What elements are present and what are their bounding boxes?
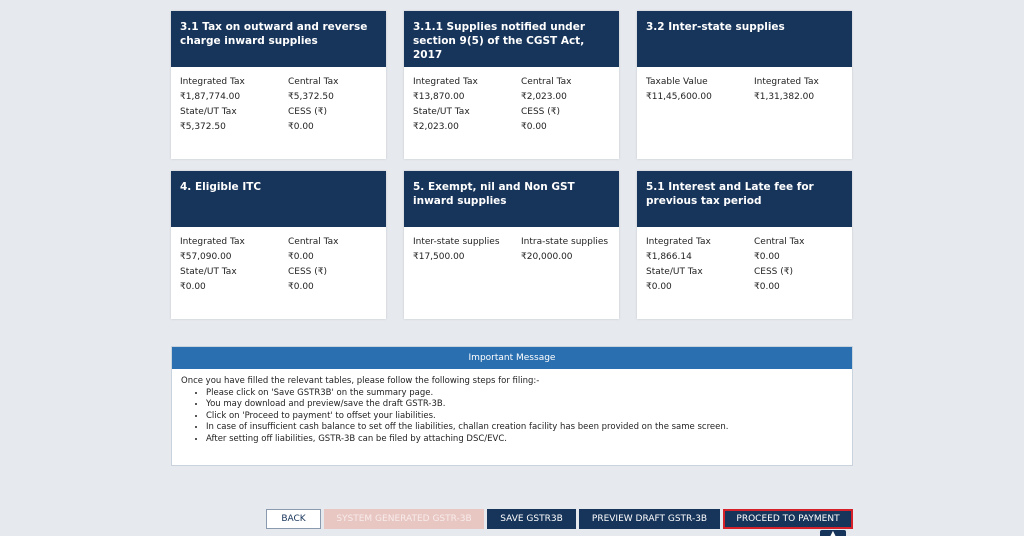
label-integrated-tax: Integrated Tax — [180, 237, 245, 247]
label-cess: CESS (₹) — [288, 107, 328, 117]
card-interest-late-fee: 5.1 Interest and Late fee for previous t… — [637, 171, 852, 319]
label-central-tax: Central Tax — [521, 77, 572, 87]
label-cess: CESS (₹) — [521, 107, 561, 117]
label-state-ut-tax: State/UT Tax — [413, 107, 470, 117]
label-taxable-value: Taxable Value — [646, 77, 708, 87]
filing-step: In case of insufficient cash balance to … — [206, 422, 843, 434]
value-central-tax: ₹0.00 — [288, 252, 314, 262]
value-central-tax: ₹0.00 — [754, 252, 780, 262]
card-body: Integrated Tax Central Tax ₹13,870.00 ₹2… — [404, 67, 619, 159]
card-exempt-nil-non-gst: 5. Exempt, nil and Non GST inward suppli… — [404, 171, 619, 319]
value-inter-state-supplies: ₹17,500.00 — [413, 252, 465, 262]
label-integrated-tax: Integrated Tax — [646, 237, 711, 247]
chevron-up-icon[interactable]: ▲ — [820, 530, 846, 536]
label-state-ut-tax: State/UT Tax — [180, 267, 237, 277]
card-eligible-itc: 4. Eligible ITC Integrated Tax Central T… — [171, 171, 386, 319]
filing-step: After setting off liabilities, GSTR-3B c… — [206, 434, 843, 446]
label-inter-state-supplies: Inter-state supplies — [413, 237, 500, 247]
card-title: 5.1 Interest and Late fee for previous t… — [637, 171, 852, 227]
important-message-body: Once you have filled the relevant tables… — [172, 369, 852, 445]
label-integrated-tax: Integrated Tax — [754, 77, 819, 87]
label-central-tax: Central Tax — [288, 77, 339, 87]
value-intra-state-supplies: ₹20,000.00 — [521, 252, 573, 262]
value-cess: ₹0.00 — [288, 122, 314, 132]
card-title: 3.1.1 Supplies notified under section 9(… — [404, 11, 619, 67]
value-cess: ₹0.00 — [288, 282, 314, 292]
card-tax-outward: 3.1 Tax on outward and reverse charge in… — [171, 11, 386, 159]
filing-steps-list: Please click on 'Save GSTR3B' on the sum… — [181, 388, 843, 446]
card-title: 3.2 Inter-state supplies — [637, 11, 852, 67]
value-integrated-tax: ₹1,866.14 — [646, 252, 692, 262]
value-integrated-tax: ₹1,31,382.00 — [754, 92, 815, 102]
important-message-header: Important Message — [172, 347, 852, 369]
label-integrated-tax: Integrated Tax — [413, 77, 478, 87]
card-supplies-9-5: 3.1.1 Supplies notified under section 9(… — [404, 11, 619, 159]
value-integrated-tax: ₹13,870.00 — [413, 92, 465, 102]
filing-step: You may download and preview/save the dr… — [206, 399, 843, 411]
card-title: 3.1 Tax on outward and reverse charge in… — [171, 11, 386, 67]
card-body: Taxable Value Integrated Tax ₹11,45,600.… — [637, 67, 852, 159]
filing-step: Please click on 'Save GSTR3B' on the sum… — [206, 388, 843, 400]
value-state-ut-tax: ₹0.00 — [646, 282, 672, 292]
label-state-ut-tax: State/UT Tax — [180, 107, 237, 117]
card-body: Integrated Tax Central Tax ₹1,87,774.00 … — [171, 67, 386, 159]
value-central-tax: ₹2,023.00 — [521, 92, 567, 102]
value-state-ut-tax: ₹0.00 — [180, 282, 206, 292]
important-message-panel: Important Message Once you have filled t… — [171, 346, 853, 466]
label-central-tax: Central Tax — [288, 237, 339, 247]
card-title: 5. Exempt, nil and Non GST inward suppli… — [404, 171, 619, 227]
value-cess: ₹0.00 — [754, 282, 780, 292]
important-message-intro: Once you have filled the relevant tables… — [181, 376, 540, 386]
label-central-tax: Central Tax — [754, 237, 805, 247]
label-state-ut-tax: State/UT Tax — [646, 267, 703, 277]
save-gstr3b-button[interactable]: SAVE GSTR3B — [487, 509, 576, 529]
card-body: Inter-state supplies Intra-state supplie… — [404, 227, 619, 319]
value-cess: ₹0.00 — [521, 122, 547, 132]
value-state-ut-tax: ₹5,372.50 — [180, 122, 226, 132]
value-integrated-tax: ₹1,87,774.00 — [180, 92, 241, 102]
card-title: 4. Eligible ITC — [171, 171, 386, 227]
label-cess: CESS (₹) — [754, 267, 794, 277]
proceed-to-payment-button[interactable]: PROCEED TO PAYMENT — [723, 509, 853, 529]
value-state-ut-tax: ₹2,023.00 — [413, 122, 459, 132]
value-central-tax: ₹5,372.50 — [288, 92, 334, 102]
filing-step: Click on 'Proceed to payment' to offset … — [206, 411, 843, 423]
label-cess: CESS (₹) — [288, 267, 328, 277]
value-taxable-value: ₹11,45,600.00 — [646, 92, 712, 102]
label-intra-state-supplies: Intra-state supplies — [521, 237, 609, 247]
card-body: Integrated Tax Central Tax ₹1,866.14 ₹0.… — [637, 227, 852, 319]
label-integrated-tax: Integrated Tax — [180, 77, 245, 87]
preview-draft-gstr3b-button[interactable]: PREVIEW DRAFT GSTR-3B — [579, 509, 720, 529]
value-integrated-tax: ₹57,090.00 — [180, 252, 232, 262]
card-body: Integrated Tax Central Tax ₹57,090.00 ₹0… — [171, 227, 386, 319]
back-button[interactable]: BACK — [266, 509, 321, 529]
system-generated-gstr3b-button[interactable]: SYSTEM GENERATED GSTR-3B — [324, 509, 484, 529]
card-inter-state-supplies: 3.2 Inter-state supplies Taxable Value I… — [637, 11, 852, 159]
